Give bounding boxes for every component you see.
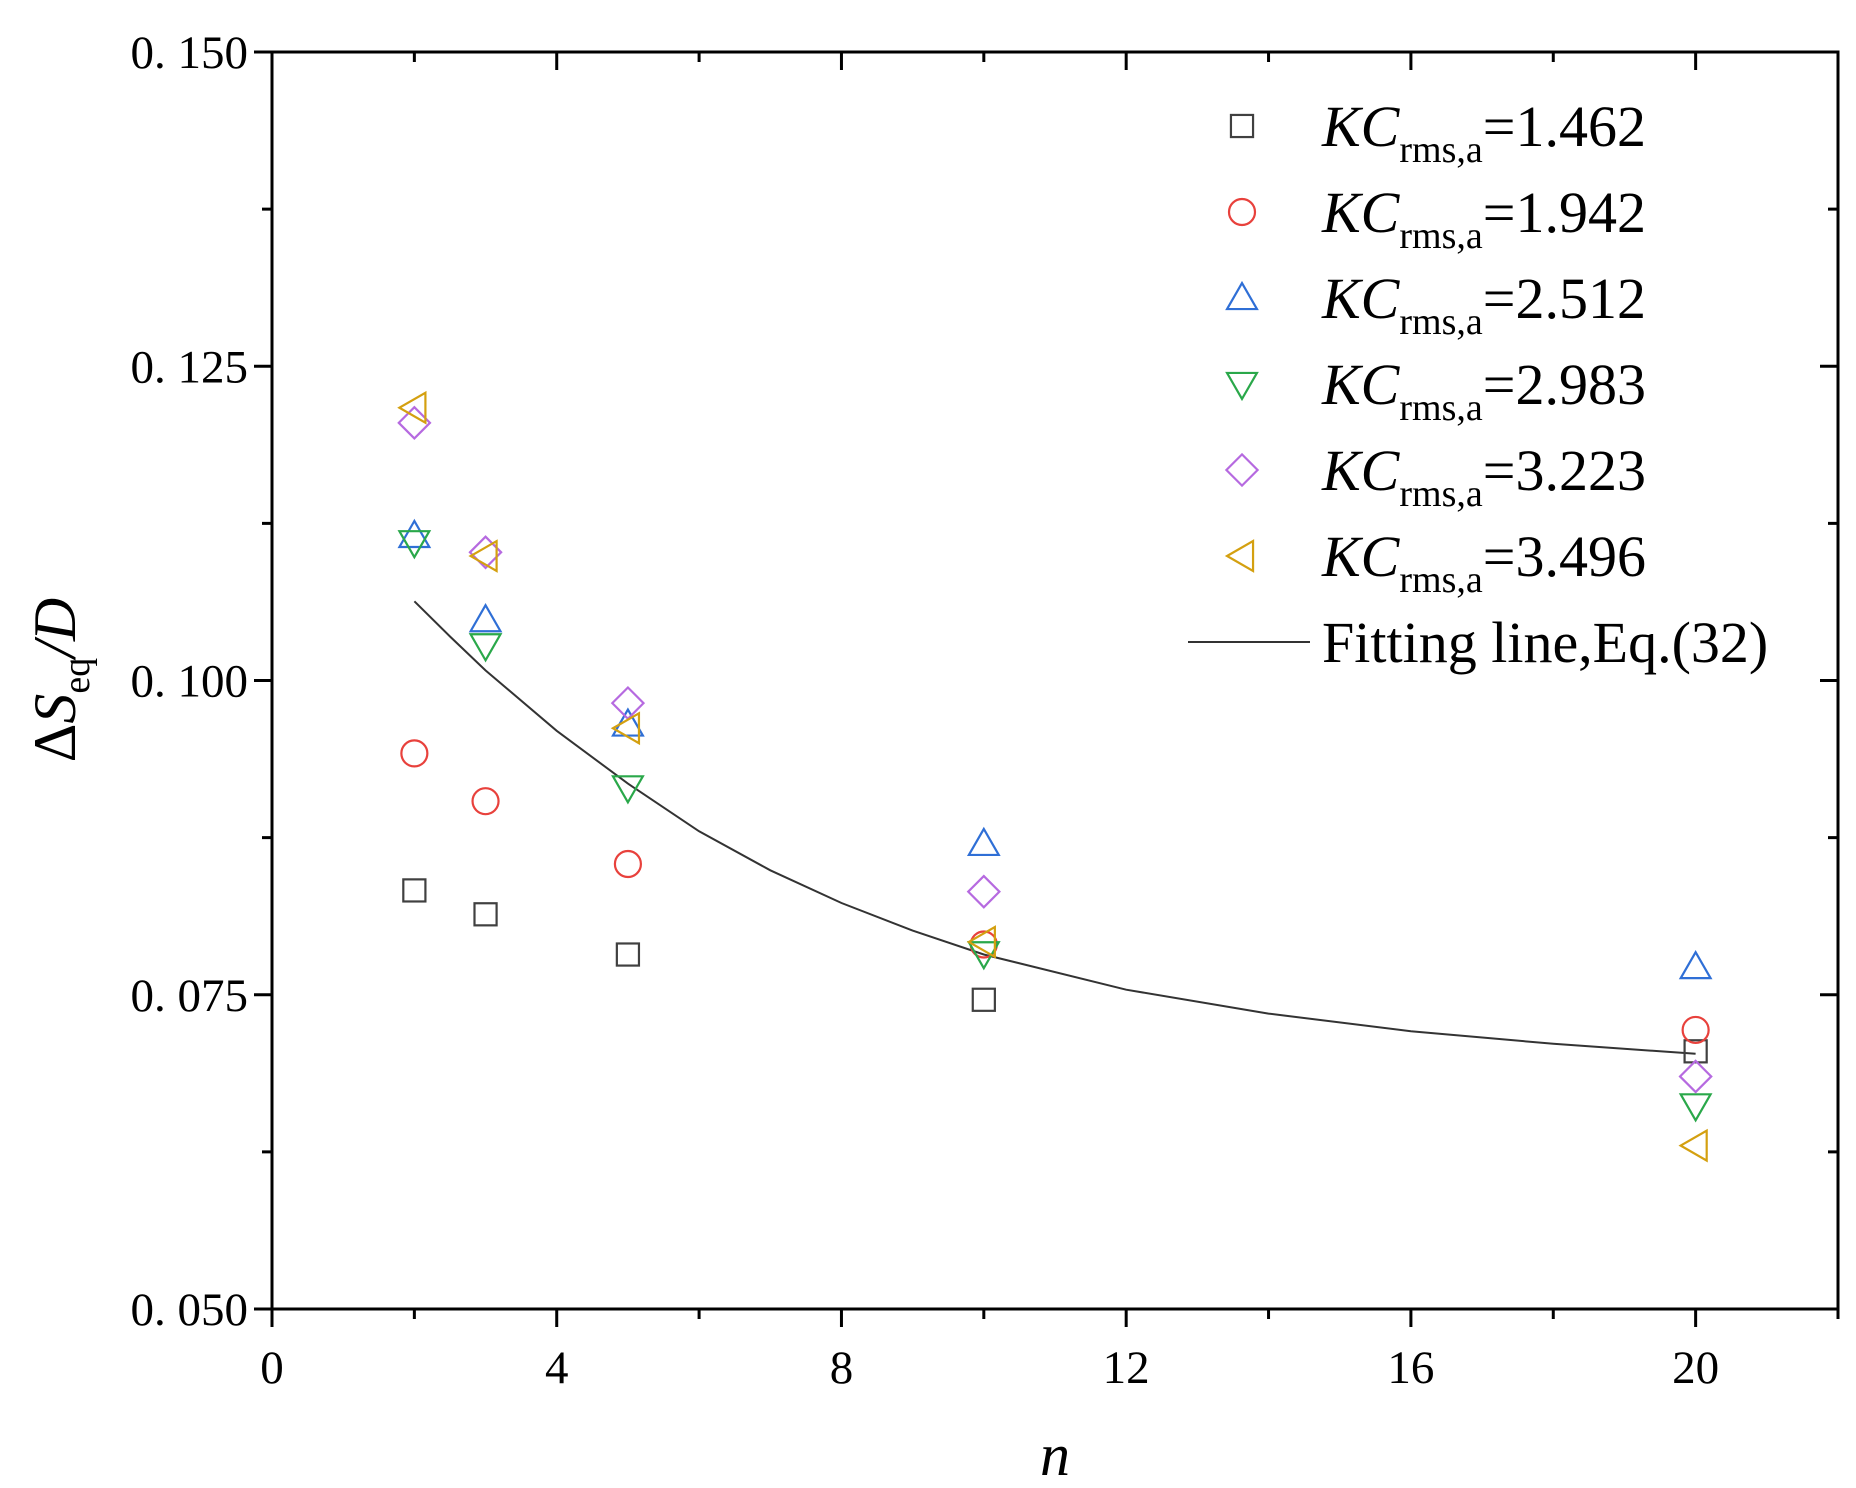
data-point	[611, 775, 645, 805]
legend-fit-label: Fitting line,Eq.(32)	[1322, 610, 1768, 675]
legend-label-kc: KC	[1321, 438, 1401, 503]
y-axis-title-sub: eq	[56, 658, 98, 694]
legend-label: KCrms,a=1.462	[1321, 94, 1646, 171]
fit-line	[413, 600, 1696, 1055]
y-axis-title-var: S	[22, 694, 88, 724]
data-point	[473, 902, 498, 927]
data-point	[1678, 949, 1713, 980]
legend-marker	[1227, 197, 1257, 227]
y-tick-label: 0. 125	[131, 341, 249, 393]
legend-marker	[1225, 280, 1259, 311]
legend-label-sub: rms,a	[1399, 215, 1483, 257]
y-axis-title: ΔSeq/D	[22, 598, 98, 762]
y-axis-title-tail: /D	[22, 598, 88, 661]
data-point	[611, 707, 645, 737]
data-point	[468, 633, 503, 663]
data-point	[400, 739, 429, 768]
legend-label-sub: rms,a	[1399, 473, 1483, 515]
data-point	[1678, 1093, 1713, 1123]
legend-label-sub: rms,a	[1399, 301, 1483, 343]
legend-label-value: =1.942	[1483, 180, 1646, 245]
legend-marker	[1229, 113, 1255, 139]
y-tick-label: 0. 150	[131, 27, 249, 79]
legend-label-kc: KC	[1321, 266, 1401, 331]
legend-label: KCrms,a=3.496	[1321, 524, 1646, 601]
y-tick-label: 0. 075	[131, 970, 249, 1022]
legend-marker	[1224, 452, 1260, 488]
legend-label-sub: rms,a	[1399, 387, 1483, 429]
legend-label-sub: rms,a	[1399, 559, 1483, 601]
data-point	[613, 849, 643, 879]
legend-label-value: =2.983	[1483, 352, 1646, 417]
data-point	[1681, 1015, 1710, 1045]
data-point	[971, 987, 996, 1012]
data-point	[966, 874, 1001, 909]
data-point	[468, 603, 503, 633]
fit-line-group	[413, 600, 1696, 1055]
data-point	[1678, 1128, 1708, 1163]
data-point	[966, 826, 1001, 857]
x-tick-label: 0	[260, 1342, 284, 1394]
data-point	[615, 942, 641, 967]
legend-marker	[1225, 371, 1259, 402]
legend-label-sub: rms,a	[1399, 129, 1483, 171]
data-points	[397, 390, 1713, 1163]
x-tick-label: 8	[830, 1342, 854, 1394]
y-tick-label: 0. 050	[131, 1284, 249, 1336]
legend-label: KCrms,a=2.512	[1321, 266, 1646, 343]
legend-label-value: =3.496	[1483, 524, 1646, 589]
data-point	[402, 878, 427, 903]
y-axis-title-delta: Δ	[22, 724, 88, 763]
data-point	[966, 925, 996, 959]
x-tick-label: 20	[1672, 1342, 1719, 1394]
legend-label-kc: KC	[1321, 524, 1401, 589]
x-tick-label: 12	[1103, 1342, 1150, 1394]
y-tick-label: 0. 100	[131, 656, 249, 708]
data-point	[1678, 1059, 1713, 1094]
legend-label-kc: KC	[1321, 180, 1401, 245]
legend-label-value: =3.223	[1483, 438, 1646, 503]
legend: KCrms,a=1.462KCrms,a=1.942KCrms,a=2.512K…	[1188, 94, 1768, 675]
data-point	[397, 518, 432, 549]
tick-marks	[254, 50, 1840, 1327]
legend-marker	[1224, 539, 1255, 573]
legend-label-value: =1.462	[1483, 94, 1646, 159]
axis-tick-labels: 0 4 8 12 16 20 0. 050 0. 075 0. 100 0. 125 0. 150	[131, 27, 1720, 1394]
data-point	[610, 711, 641, 746]
legend-label: KCrms,a=1.942	[1321, 180, 1646, 257]
legend-label-value: =2.512	[1483, 266, 1646, 331]
legend-label-kc: KC	[1321, 94, 1401, 159]
legend-label: KCrms,a=2.983	[1321, 352, 1646, 429]
legend-label-kc: KC	[1321, 352, 1401, 417]
data-point	[468, 539, 498, 573]
data-point	[471, 787, 500, 816]
x-tick-label: 4	[545, 1342, 569, 1394]
x-tick-label: 16	[1387, 1342, 1434, 1394]
legend-label: KCrms,a=3.223	[1321, 438, 1646, 515]
data-point	[397, 390, 427, 425]
x-axis-title: n	[1040, 1422, 1070, 1488]
data-point	[397, 530, 432, 560]
